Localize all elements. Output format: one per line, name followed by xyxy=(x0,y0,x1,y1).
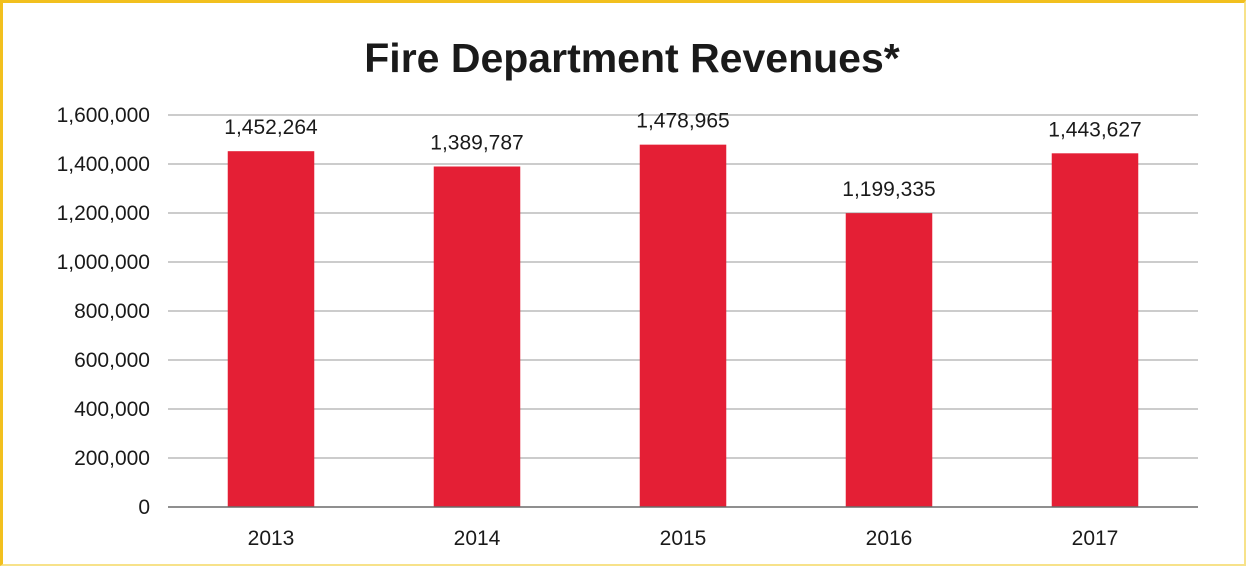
x-axis-tick-labels: 2013 2014 2015 2016 2017 xyxy=(248,527,1119,550)
bar-2015 xyxy=(639,144,727,508)
y-axis-tick-labels: 0 200,000 400,000 600,000 800,000 1,000,000 1,… xyxy=(57,104,150,519)
y-tick-label: 1,000,000 xyxy=(57,251,150,274)
data-label-2014: 1,389,787 xyxy=(430,132,523,155)
y-tick-label: 200,000 xyxy=(74,447,150,470)
bar-2014 xyxy=(433,166,521,507)
bar-2017 xyxy=(1051,153,1139,507)
y-tick-label: 1,600,000 xyxy=(57,104,150,127)
chart-title: Fire Department Revenues* xyxy=(364,35,900,81)
y-tick-label: 0 xyxy=(138,496,150,519)
data-label-2017: 1,443,627 xyxy=(1048,118,1141,141)
y-tick-label: 1,200,000 xyxy=(57,202,150,225)
y-tick-label: 800,000 xyxy=(74,300,150,323)
y-tick-label: 1,400,000 xyxy=(57,153,150,176)
x-tick-label: 2015 xyxy=(660,527,707,550)
y-tick-label: 600,000 xyxy=(74,349,150,372)
x-tick-label: 2014 xyxy=(454,527,501,550)
bar-2016 xyxy=(845,213,933,508)
x-tick-label: 2016 xyxy=(866,527,913,550)
data-label-2016: 1,199,335 xyxy=(842,178,935,201)
x-tick-label: 2017 xyxy=(1072,527,1119,550)
bars xyxy=(227,144,1139,508)
x-tick-label: 2013 xyxy=(248,527,295,550)
data-label-2015: 1,478,965 xyxy=(636,110,729,133)
y-tick-label: 400,000 xyxy=(74,398,150,421)
bar-2013 xyxy=(227,151,315,507)
data-label-2013: 1,452,264 xyxy=(224,116,318,139)
data-labels: 1,452,264 1,389,787 1,478,965 1,199,335 1,44… xyxy=(224,110,1141,202)
